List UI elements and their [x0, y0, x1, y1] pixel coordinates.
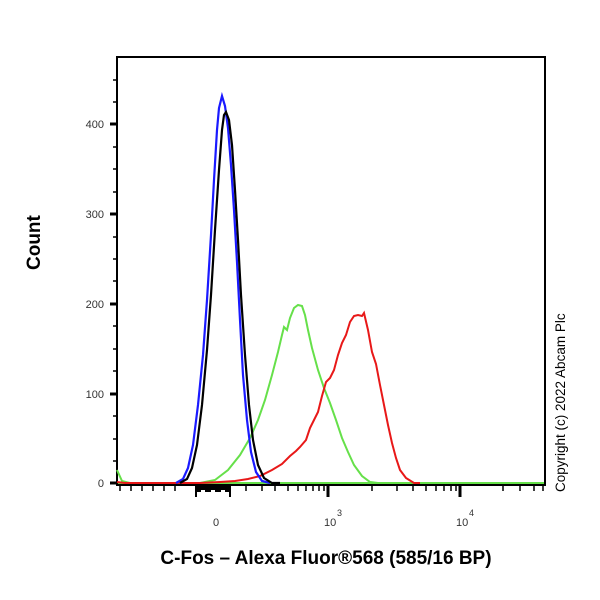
x-axis — [119, 485, 544, 497]
x-axis-label: C-Fos – Alexa Fluor®568 (585/16 BP) — [160, 548, 492, 569]
copyright-notice: Copyright (c) 2022 Abcam Plc — [553, 313, 568, 492]
y-axis — [110, 79, 117, 485]
x-axis-zero-region-ticks — [195, 486, 231, 492]
green-histogram-line — [116, 303, 379, 484]
y-tick-300: 300 — [86, 209, 104, 221]
blue-histogram-line — [175, 91, 271, 485]
y-axis-label: Count — [24, 215, 45, 270]
x-tick-1e3-exp: 3 — [337, 508, 342, 518]
x-tick-1e4-exp: 4 — [469, 508, 474, 518]
x-tick-labels: 0 10 3 10 4 — [213, 508, 474, 529]
y-tick-labels: 0 100 200 300 400 — [86, 119, 104, 490]
x-tick-0: 0 — [213, 517, 219, 529]
y-tick-100: 100 — [86, 389, 104, 401]
black-histogram-line — [179, 109, 280, 485]
x-tick-1e4-base: 10 — [456, 517, 468, 529]
y-tick-200: 200 — [86, 299, 104, 311]
plot-frame — [116, 56, 546, 486]
y-tick-400: 400 — [86, 119, 104, 131]
x-tick-1e3-base: 10 — [324, 517, 336, 529]
y-tick-0: 0 — [98, 478, 104, 490]
red-histogram-line — [116, 310, 420, 484]
